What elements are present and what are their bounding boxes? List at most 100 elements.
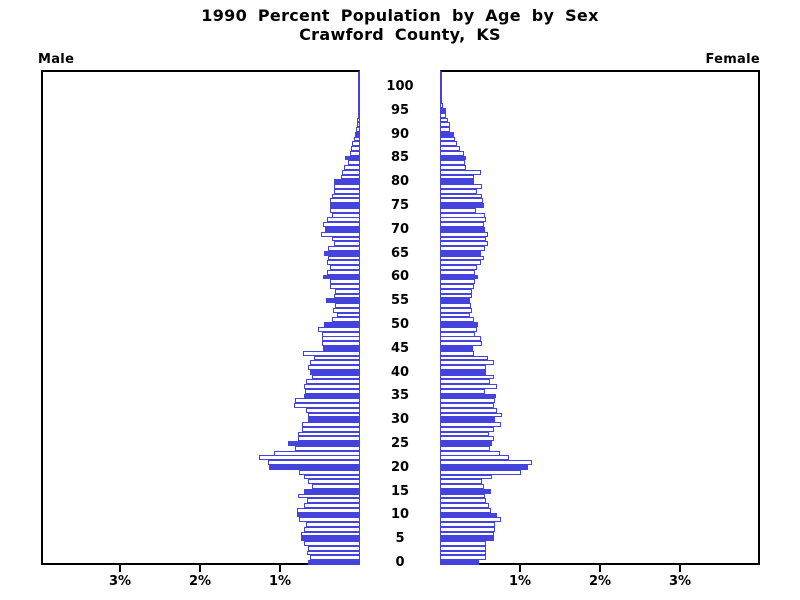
bar-male-age-93	[357, 117, 360, 123]
bar-female-age-55	[440, 298, 471, 304]
bar-male-age-77	[332, 193, 360, 199]
bar-male-age-1	[309, 555, 360, 561]
bar-female-age-83	[440, 165, 466, 170]
bar-male-age-55	[325, 298, 360, 304]
bar-male-age-96	[358, 103, 360, 109]
bar-female-age-76	[440, 198, 484, 204]
bar-female-age-65	[440, 250, 481, 256]
bar-female-age-14	[440, 493, 485, 499]
age-tick-label-40: 40	[390, 364, 410, 380]
bar-female-age-9	[440, 517, 501, 523]
bar-female-age-80	[440, 179, 475, 185]
bar-male-age-51	[332, 317, 360, 323]
bar-male-age-25	[288, 441, 360, 446]
bar-male-age-69	[320, 231, 360, 237]
bar-male-age-16	[312, 484, 360, 489]
age-tick-label-10: 10	[390, 507, 410, 523]
bar-female-age-34	[440, 398, 496, 404]
bar-male-age-42	[310, 360, 360, 366]
bar-male-age-31	[308, 412, 360, 418]
bar-male-age-90	[355, 131, 360, 137]
bar-female-age-24	[440, 445, 491, 451]
bar-male-age-41	[308, 365, 360, 370]
bar-male-age-39	[312, 374, 360, 380]
bar-female-age-1	[440, 555, 486, 561]
bar-male-age-21	[268, 460, 360, 466]
bar-female-age-51	[440, 317, 474, 323]
bar-male-age-23	[273, 450, 360, 456]
age-tick-label-70: 70	[390, 221, 410, 237]
bar-female-age-38	[440, 379, 490, 385]
bar-male-age-30	[308, 417, 360, 423]
chart-title-line2: Crawford County, KS	[299, 25, 501, 44]
bar-female-age-28	[440, 426, 495, 432]
bar-male-age-49	[318, 326, 360, 332]
bar-female-age-90	[440, 131, 454, 137]
bar-male-age-28	[302, 426, 360, 432]
bar-female-age-31	[440, 412, 503, 418]
bar-male-age-50	[324, 322, 360, 327]
bar-female-age-60	[440, 274, 478, 280]
bar-male-age-86	[349, 150, 360, 156]
bar-male-age-7	[304, 526, 360, 532]
bar-male-age-27	[298, 431, 360, 437]
bar-male-age-8	[306, 522, 360, 527]
bar-female-age-16	[440, 484, 484, 489]
bar-female-age-61	[440, 269, 476, 275]
age-tick-label-50: 50	[390, 317, 410, 332]
bar-female-age-88	[440, 141, 457, 147]
x-tick-label-female-3pct: 3%	[668, 574, 692, 589]
bar-female-age-3	[440, 545, 487, 551]
bar-female-age-89	[440, 136, 456, 142]
bar-female-age-49	[440, 326, 477, 332]
bar-female-age-29	[440, 422, 501, 427]
bar-female-age-22	[440, 455, 509, 461]
bar-male-age-61	[327, 269, 360, 275]
bar-male-age-95	[358, 108, 360, 113]
bar-female-age-25	[440, 441, 492, 446]
bar-female-age-12	[440, 503, 489, 508]
bar-female-age-64	[440, 255, 484, 261]
bar-male-age-87	[351, 146, 360, 151]
bar-female-age-100	[440, 84, 443, 89]
bar-female-age-13	[440, 498, 487, 504]
female-plot-panel	[440, 70, 760, 565]
bar-female-age-68	[440, 236, 487, 242]
bar-male-age-3	[308, 545, 360, 551]
age-tick-label-95: 95	[390, 102, 410, 118]
bar-female-age-54	[440, 303, 472, 308]
bar-female-age-69	[440, 231, 488, 237]
age-tick-label-75: 75	[390, 198, 410, 213]
bar-male-age-84	[348, 160, 360, 166]
bar-male-age-36	[304, 388, 360, 394]
bar-male-age-71	[323, 222, 360, 228]
age-tick-label-60: 60	[390, 269, 410, 285]
bar-female-age-70	[440, 227, 485, 232]
bar-male-age-65	[324, 250, 360, 256]
bar-male-age-80	[333, 179, 360, 185]
bar-female-age-0	[440, 560, 480, 565]
bar-female-age-96	[440, 103, 444, 109]
age-tick-label-100: 100	[386, 79, 414, 94]
x-tick-female-3pct	[679, 565, 681, 572]
bar-female-age-37	[440, 384, 497, 389]
bar-female-age-95	[440, 108, 446, 113]
age-tick-label-35: 35	[390, 388, 410, 404]
bar-female-age-74	[440, 207, 476, 213]
bar-female-age-42	[440, 360, 495, 366]
bar-female-age-35	[440, 393, 496, 399]
bar-male-age-29	[301, 422, 360, 427]
bar-male-age-60	[323, 274, 360, 280]
bar-male-age-91	[356, 127, 360, 132]
bar-male-age-12	[304, 503, 360, 508]
bar-male-age-24	[295, 445, 360, 451]
bar-female-age-11	[440, 507, 492, 513]
bar-male-age-85	[344, 155, 360, 161]
bar-female-age-30	[440, 417, 496, 423]
bar-male-age-0	[308, 560, 360, 565]
bar-female-age-94	[440, 112, 446, 118]
bar-female-age-71	[440, 222, 484, 228]
bar-female-age-72	[440, 217, 486, 223]
bar-female-age-52	[440, 312, 471, 318]
age-tick-label-55: 55	[390, 293, 410, 309]
